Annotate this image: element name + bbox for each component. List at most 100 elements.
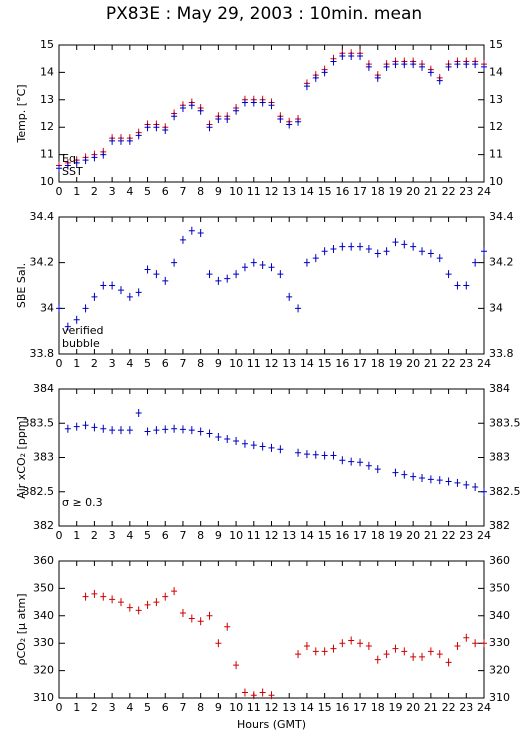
data-point <box>463 480 470 489</box>
data-point <box>410 242 417 251</box>
data-point <box>73 422 80 431</box>
x-tick-label: 5 <box>144 185 151 198</box>
x-tick-label: 13 <box>282 701 296 714</box>
data-point <box>454 60 461 69</box>
x-tick-label: 3 <box>109 701 116 714</box>
data-point <box>91 589 98 598</box>
x-tick-label: 6 <box>162 185 169 198</box>
data-point <box>82 421 89 430</box>
x-tick-label: 6 <box>162 701 169 714</box>
x-tick-label: 0 <box>56 701 63 714</box>
data-point <box>215 114 222 123</box>
data-point <box>454 478 461 487</box>
data-point <box>445 62 452 71</box>
data-point <box>357 458 364 467</box>
y-tick-label: 15 <box>40 38 54 51</box>
data-point <box>374 249 381 258</box>
y-axis-label: SBE Sal. <box>15 263 28 308</box>
data-point <box>401 647 408 656</box>
x-tick-label: 8 <box>197 529 204 542</box>
x-tick-label: 0 <box>56 529 63 542</box>
x-tick-label: 20 <box>406 701 420 714</box>
data-point <box>188 226 195 235</box>
y2-tick-label: 34 <box>489 301 503 314</box>
annotation: σ ≥ 0.3 <box>62 496 103 509</box>
x-tick-label: 4 <box>126 185 133 198</box>
data-point <box>250 258 257 267</box>
data-point <box>259 98 266 107</box>
data-point <box>233 106 240 115</box>
x-tick-label: 19 <box>388 529 402 542</box>
data-point <box>82 304 89 313</box>
data-point <box>463 633 470 642</box>
data-point <box>365 461 372 470</box>
x-tick-label: 23 <box>459 701 473 714</box>
x-tick-label: 0 <box>56 357 63 370</box>
x-tick-label: 9 <box>215 701 222 714</box>
data-point <box>188 614 195 623</box>
x-tick-label: 18 <box>371 701 385 714</box>
y2-tick-label: 382.5 <box>489 485 521 498</box>
data-point <box>162 425 169 434</box>
data-point <box>410 472 417 481</box>
x-tick-label: 5 <box>144 529 151 542</box>
x-tick-label: 20 <box>406 185 420 198</box>
data-point <box>339 51 346 60</box>
data-point <box>286 120 293 129</box>
data-point <box>241 688 248 697</box>
data-point <box>348 242 355 251</box>
data-point <box>427 475 434 484</box>
x-tick-label: 12 <box>265 701 279 714</box>
data-point <box>109 426 116 435</box>
data-point <box>259 688 266 697</box>
data-point <box>392 238 399 247</box>
x-tick-label: 1 <box>73 185 80 198</box>
plot-frame <box>58 44 485 183</box>
data-point <box>135 606 142 615</box>
x-tick-label: 19 <box>388 185 402 198</box>
data-point <box>481 247 487 256</box>
y2-tick-label: 12 <box>489 120 503 133</box>
data-point <box>82 156 89 165</box>
data-point <box>348 636 355 645</box>
data-point <box>100 150 107 159</box>
x-tick-label: 5 <box>144 357 151 370</box>
y-tick-label: 14 <box>40 65 54 78</box>
data-point <box>224 435 231 444</box>
data-point <box>365 641 372 650</box>
data-point <box>126 603 133 612</box>
data-point <box>419 652 426 661</box>
y2-tick-label: 14 <box>489 65 503 78</box>
data-point <box>153 598 160 607</box>
x-tick-label: 13 <box>282 529 296 542</box>
data-point <box>179 609 186 618</box>
x-tick-label: 10 <box>229 357 243 370</box>
y-tick-label: 33.8 <box>30 347 55 360</box>
data-point <box>188 101 195 110</box>
x-tick-label: 18 <box>371 185 385 198</box>
x-tick-label: 8 <box>197 701 204 714</box>
x-tick-label: 1 <box>73 357 80 370</box>
data-point <box>303 258 310 267</box>
data-point <box>259 442 266 451</box>
data-point <box>241 98 248 107</box>
data-point <box>171 258 178 267</box>
x-tick-label: 22 <box>442 357 456 370</box>
x-axis-label: Hours (GMT) <box>237 718 306 731</box>
data-point <box>348 51 355 60</box>
data-point <box>233 437 240 446</box>
data-point <box>188 426 195 435</box>
data-point <box>401 240 408 249</box>
data-point <box>339 456 346 465</box>
x-tick-label: 17 <box>353 185 367 198</box>
data-point <box>162 125 169 134</box>
x-tick-label: 13 <box>282 357 296 370</box>
data-point <box>144 600 151 609</box>
x-tick-label: 22 <box>442 185 456 198</box>
data-point <box>454 641 461 650</box>
data-point <box>197 106 204 115</box>
data-point <box>392 468 399 477</box>
plot-frame <box>58 216 485 355</box>
data-point <box>179 104 186 113</box>
data-point <box>153 426 160 435</box>
